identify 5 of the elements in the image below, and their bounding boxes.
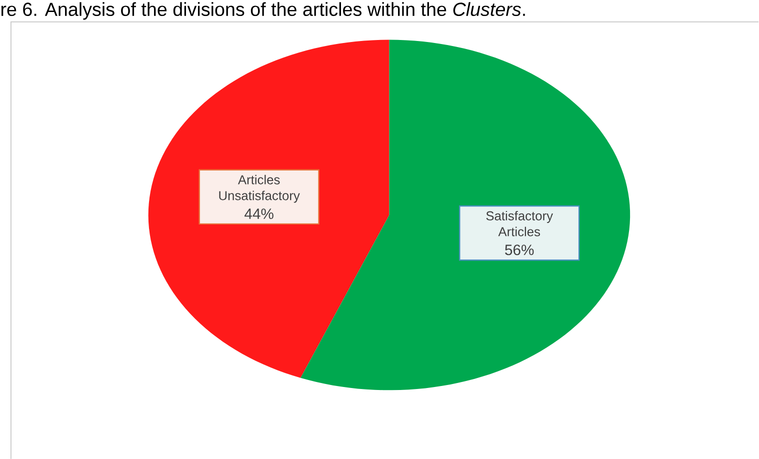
slice-label: Satisfactory Articles bbox=[486, 210, 553, 236]
data-label: 56% bbox=[505, 244, 534, 255]
data-label: 44% bbox=[244, 208, 274, 219]
chart-title: re 6. Analysis of the divisions of the articles within the Clusters. bbox=[1, 2, 525, 20]
slice-label: Articles Unsatisfactory bbox=[219, 174, 300, 203]
